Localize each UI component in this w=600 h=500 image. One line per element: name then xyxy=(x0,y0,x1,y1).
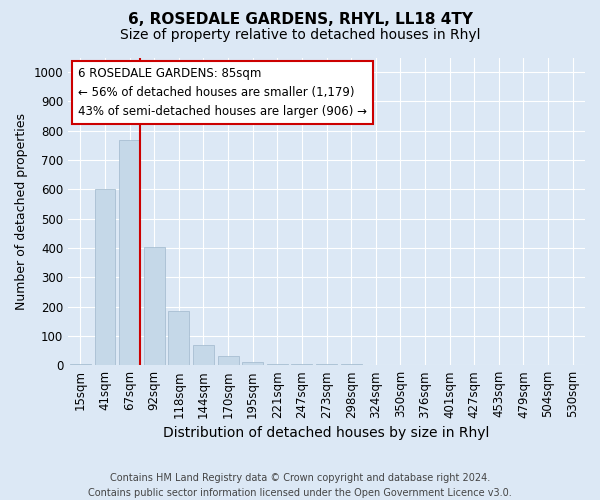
Bar xyxy=(95,190,115,365)
Y-axis label: Number of detached properties: Number of detached properties xyxy=(15,113,28,310)
Bar xyxy=(341,364,362,365)
Bar xyxy=(193,344,214,365)
Bar xyxy=(242,362,263,365)
Text: Size of property relative to detached houses in Rhyl: Size of property relative to detached ho… xyxy=(120,28,480,42)
Bar xyxy=(144,246,164,365)
Text: 6 ROSEDALE GARDENS: 85sqm
← 56% of detached houses are smaller (1,179)
43% of se: 6 ROSEDALE GARDENS: 85sqm ← 56% of detac… xyxy=(79,66,367,118)
Bar xyxy=(169,311,189,365)
Bar xyxy=(218,356,239,365)
Bar xyxy=(292,364,313,365)
Text: Contains HM Land Registry data © Crown copyright and database right 2024.
Contai: Contains HM Land Registry data © Crown c… xyxy=(88,472,512,498)
Bar xyxy=(70,364,91,365)
Bar xyxy=(119,140,140,365)
Text: 6, ROSEDALE GARDENS, RHYL, LL18 4TY: 6, ROSEDALE GARDENS, RHYL, LL18 4TY xyxy=(128,12,473,28)
Bar xyxy=(267,364,288,365)
Bar xyxy=(316,364,337,365)
X-axis label: Distribution of detached houses by size in Rhyl: Distribution of detached houses by size … xyxy=(163,426,490,440)
